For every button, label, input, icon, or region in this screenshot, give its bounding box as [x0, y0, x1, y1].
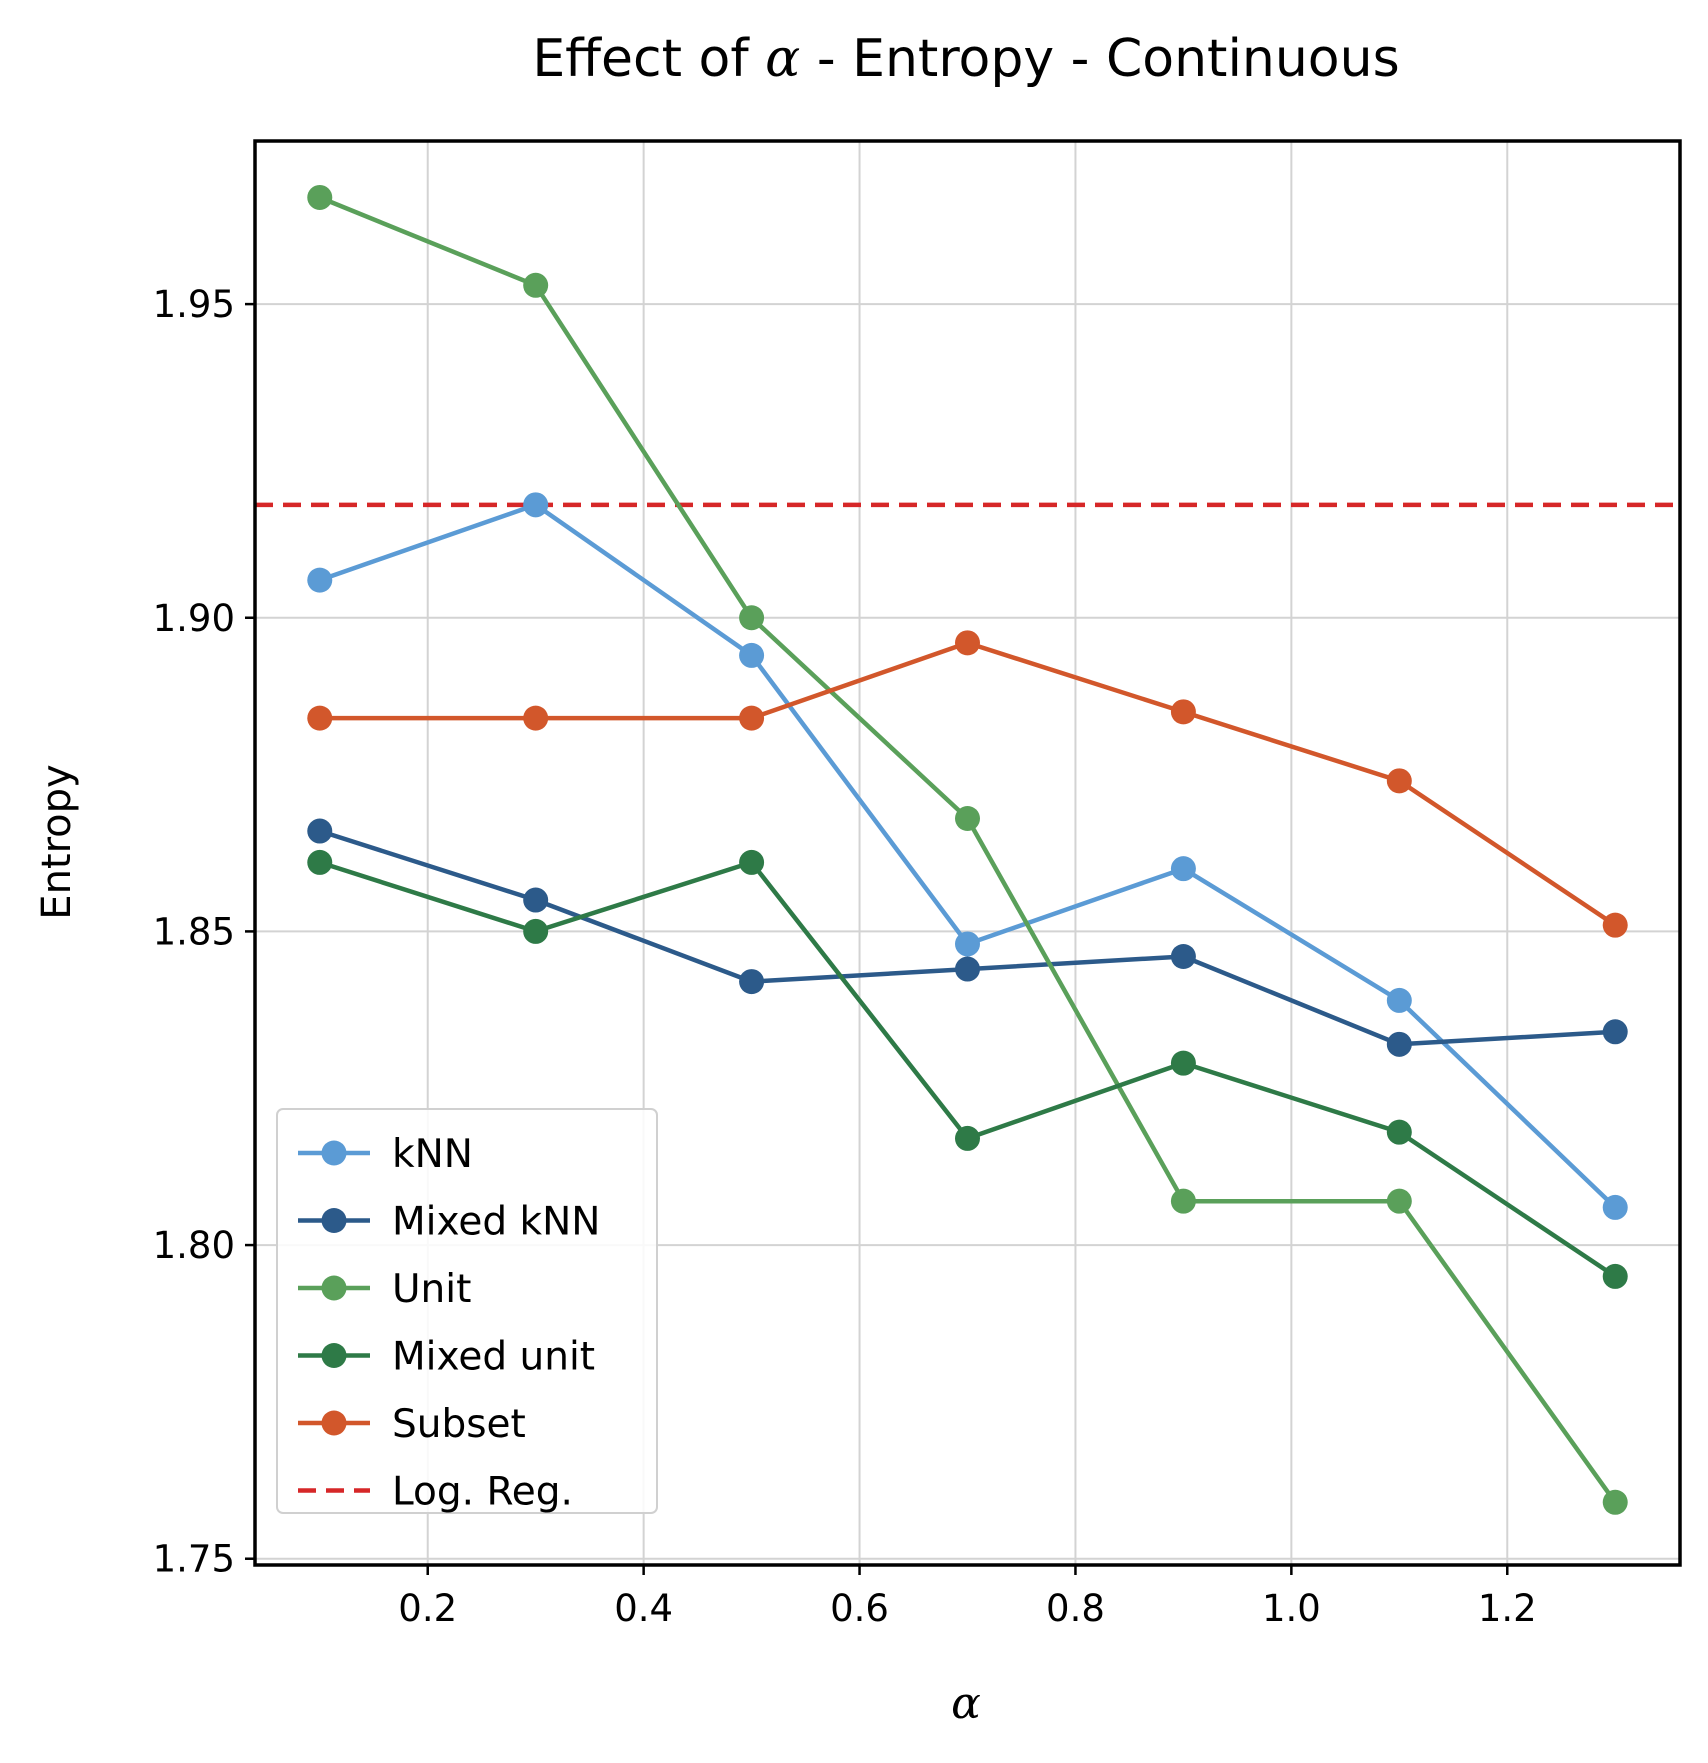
- legend-label: Subset: [392, 1402, 526, 1447]
- y-axis-label: Entropy: [34, 764, 80, 919]
- legend-item-subset: Subset: [298, 1402, 526, 1447]
- legend-label: Log. Reg.: [392, 1470, 573, 1515]
- x-tick-label: 0.4: [614, 1587, 673, 1630]
- series-subset-point: [307, 705, 333, 731]
- legend-marker: [321, 1208, 347, 1233]
- series-subset-line: [319, 640, 1617, 927]
- chart-title: Effect of α - Entropy - Continuous: [532, 29, 1399, 89]
- series-unit: [307, 184, 1628, 1515]
- y-tick-label: 1.85: [153, 910, 235, 953]
- series-subset-point: [1170, 699, 1196, 725]
- series-mixed-unit-point: [1170, 1050, 1196, 1076]
- series-subset-point: [523, 705, 549, 731]
- legend-marker: [321, 1275, 347, 1301]
- legend-item-log-reg: Log. Reg.: [298, 1470, 573, 1515]
- y-tick-label: 1.80: [153, 1224, 235, 1267]
- x-axis-label: α: [951, 1678, 981, 1729]
- plot-frame: [253, 139, 1682, 1567]
- series-mixed-unit-point: [523, 918, 549, 944]
- series-unit-point: [739, 605, 765, 631]
- series-knn-point: [1602, 1194, 1628, 1220]
- series-knn-line: [319, 502, 1617, 1210]
- series-mixed-unit-point: [307, 849, 333, 875]
- legend-item-mixed-knn: Mixed kNN: [298, 1200, 600, 1245]
- axis-ticks: 0.2 0.4 0.6 0.8 1.0 1.2 1.75 1.80 1.85 1.90 1.95: [153, 283, 1537, 1630]
- series-mixed-knn-point: [1602, 1019, 1628, 1045]
- x-tick-label: 0.2: [398, 1587, 457, 1630]
- series-mixed-unit-point: [1386, 1119, 1412, 1145]
- series-mixed-knn-point: [307, 818, 333, 844]
- legend-item-unit: Unit: [298, 1267, 471, 1312]
- series-mixed-unit-point: [1602, 1263, 1628, 1289]
- series-knn-point: [523, 492, 549, 518]
- series-subset-point: [1602, 912, 1628, 938]
- x-tick-label: 0.6: [830, 1587, 889, 1630]
- x-tick-label: 1.0: [1262, 1587, 1321, 1630]
- series-layer: [307, 184, 1628, 1515]
- series-unit-point: [1602, 1489, 1628, 1515]
- series-subset-point: [1386, 768, 1412, 794]
- legend-label: Unit: [392, 1267, 471, 1312]
- series-mixed-unit: [307, 849, 1628, 1289]
- series-mixed-unit-point: [955, 1125, 980, 1151]
- series-mixed-knn-point: [1170, 944, 1196, 970]
- x-tick-label: 1.2: [1478, 1587, 1537, 1630]
- legend-marker: [321, 1343, 347, 1368]
- series-mixed-knn-point: [955, 956, 980, 982]
- series-mixed-knn-point: [1386, 1031, 1412, 1057]
- series-unit-point: [1170, 1188, 1196, 1214]
- legend-label: Mixed kNN: [392, 1200, 600, 1245]
- series-mixed-unit-point: [739, 849, 765, 875]
- series-knn: [307, 492, 1628, 1220]
- series-unit-point: [955, 805, 980, 831]
- series-unit-point: [307, 184, 333, 210]
- series-subset: [307, 630, 1628, 938]
- series-subset-point: [739, 705, 765, 731]
- x-tick-label: 0.8: [1046, 1587, 1105, 1630]
- legend-marker: [321, 1410, 347, 1436]
- y-tick-label: 1.95: [153, 283, 235, 326]
- series-knn-point: [1386, 987, 1412, 1013]
- series-knn-point: [307, 567, 333, 593]
- series-mixed-knn: [307, 818, 1628, 1057]
- legend-box: [276, 1108, 658, 1514]
- series-subset-point: [955, 630, 980, 656]
- y-tick-label: 1.90: [153, 597, 235, 640]
- legend-item-knn: kNN: [298, 1132, 473, 1177]
- legend-label: kNN: [392, 1132, 473, 1177]
- series-unit-point: [1386, 1188, 1412, 1214]
- series-unit-point: [523, 272, 549, 298]
- legend-item-mixed-unit: Mixed unit: [298, 1335, 595, 1380]
- legend: kNN Mixed kNN Unit Mixed unit Subset Log. Reg…: [276, 1108, 658, 1515]
- series-knn-point: [739, 642, 765, 668]
- legend-label: Mixed unit: [392, 1335, 595, 1380]
- legend-marker: [321, 1140, 347, 1166]
- series-mixed-knn-point: [523, 887, 549, 913]
- series-knn-point: [1170, 856, 1196, 882]
- y-tick-label: 1.75: [153, 1538, 235, 1581]
- series-mixed-knn-point: [739, 969, 765, 995]
- series-knn-point: [955, 931, 980, 957]
